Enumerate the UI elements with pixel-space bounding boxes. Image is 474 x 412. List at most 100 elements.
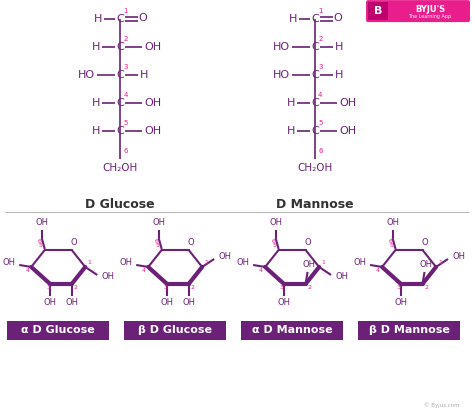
Text: α D Mannose: α D Mannose (252, 325, 332, 335)
Text: C: C (311, 14, 319, 24)
Text: 1: 1 (438, 260, 442, 265)
Text: HO: HO (78, 70, 95, 80)
Text: OH: OH (335, 272, 348, 281)
FancyBboxPatch shape (358, 321, 460, 340)
Text: O: O (421, 239, 428, 248)
Text: The Learning App: The Learning App (409, 14, 452, 19)
Text: H: H (335, 42, 344, 52)
Text: CH₂OH: CH₂OH (298, 163, 333, 173)
Text: 5: 5 (390, 243, 393, 248)
FancyBboxPatch shape (368, 2, 388, 20)
Text: 3: 3 (318, 64, 323, 70)
Text: H: H (140, 70, 148, 80)
Text: 3: 3 (46, 286, 50, 290)
Text: OH: OH (394, 298, 408, 307)
Text: 2: 2 (123, 36, 128, 42)
Text: 4: 4 (142, 269, 146, 274)
Text: 1: 1 (318, 8, 323, 14)
Text: 1: 1 (87, 260, 91, 265)
Text: C: C (311, 98, 319, 108)
FancyBboxPatch shape (241, 321, 343, 340)
Text: OH: OH (302, 260, 315, 269)
Text: C: C (116, 42, 124, 52)
Text: H: H (335, 70, 344, 80)
Text: OH: OH (419, 260, 432, 269)
Text: 5: 5 (123, 120, 128, 126)
Text: 6: 6 (389, 239, 392, 244)
Text: α D Glucose: α D Glucose (21, 325, 95, 335)
Text: OH: OH (144, 98, 161, 108)
Text: OH: OH (339, 98, 356, 108)
Text: 3: 3 (280, 286, 284, 290)
Text: OH: OH (161, 298, 173, 307)
Text: O: O (71, 239, 77, 248)
Text: 2: 2 (74, 286, 78, 290)
Text: OH: OH (144, 42, 161, 52)
Text: OH: OH (2, 258, 15, 267)
Text: OH: OH (277, 298, 291, 307)
Text: 2: 2 (191, 286, 195, 290)
Text: C: C (116, 98, 124, 108)
Text: 2: 2 (425, 286, 428, 290)
Text: OH: OH (236, 258, 249, 267)
Text: OH: OH (269, 218, 282, 227)
Text: 4: 4 (318, 92, 322, 98)
Text: β D Mannose: β D Mannose (369, 325, 449, 335)
Text: HO: HO (273, 70, 290, 80)
Text: β D Glucose: β D Glucose (138, 325, 212, 335)
Text: H: H (287, 126, 295, 136)
Text: H: H (92, 98, 100, 108)
Text: OH: OH (339, 126, 356, 136)
Text: 5: 5 (156, 243, 160, 248)
Text: © Byjus.com: © Byjus.com (424, 402, 460, 408)
Text: 1: 1 (204, 260, 208, 265)
Text: O: O (304, 239, 311, 248)
Text: 1: 1 (123, 8, 128, 14)
Text: H: H (94, 14, 102, 24)
Text: H: H (92, 42, 100, 52)
Text: B: B (374, 6, 382, 16)
Text: 6: 6 (123, 148, 128, 154)
Text: C: C (311, 126, 319, 136)
Text: D Mannose: D Mannose (276, 197, 354, 211)
Text: O: O (187, 239, 194, 248)
Text: OH: OH (353, 258, 366, 267)
Text: H: H (287, 98, 295, 108)
FancyBboxPatch shape (7, 321, 109, 340)
Text: OH: OH (119, 258, 132, 267)
Text: OH: OH (152, 218, 165, 227)
Text: C: C (311, 42, 319, 52)
Text: OH: OH (35, 218, 48, 227)
Text: 6: 6 (318, 148, 323, 154)
Text: OH: OH (101, 272, 114, 281)
Text: C: C (116, 14, 124, 24)
Text: 4: 4 (259, 269, 263, 274)
Text: 2: 2 (308, 286, 311, 290)
Text: 2: 2 (318, 36, 322, 42)
Text: 6: 6 (38, 239, 42, 244)
Text: OH: OH (65, 298, 78, 307)
Text: 4: 4 (25, 269, 29, 274)
Text: H: H (92, 126, 100, 136)
FancyBboxPatch shape (366, 0, 470, 22)
Text: OH: OH (218, 253, 231, 262)
Text: C: C (311, 70, 319, 80)
Text: O: O (334, 13, 342, 23)
FancyBboxPatch shape (124, 321, 226, 340)
Text: O: O (139, 13, 147, 23)
Text: 1: 1 (321, 260, 325, 265)
Text: C: C (116, 70, 124, 80)
Text: 6: 6 (272, 239, 275, 244)
Text: 5: 5 (39, 243, 43, 248)
Text: D Glucose: D Glucose (85, 197, 155, 211)
Text: CH₂OH: CH₂OH (102, 163, 138, 173)
Text: OH: OH (144, 126, 161, 136)
Text: 3: 3 (397, 286, 401, 290)
Text: BYJU'S: BYJU'S (415, 5, 445, 14)
Text: 5: 5 (273, 243, 276, 248)
Text: HO: HO (273, 42, 290, 52)
Text: 6: 6 (155, 239, 159, 244)
Text: 4: 4 (376, 269, 380, 274)
Text: H: H (289, 14, 297, 24)
Text: 3: 3 (123, 64, 128, 70)
